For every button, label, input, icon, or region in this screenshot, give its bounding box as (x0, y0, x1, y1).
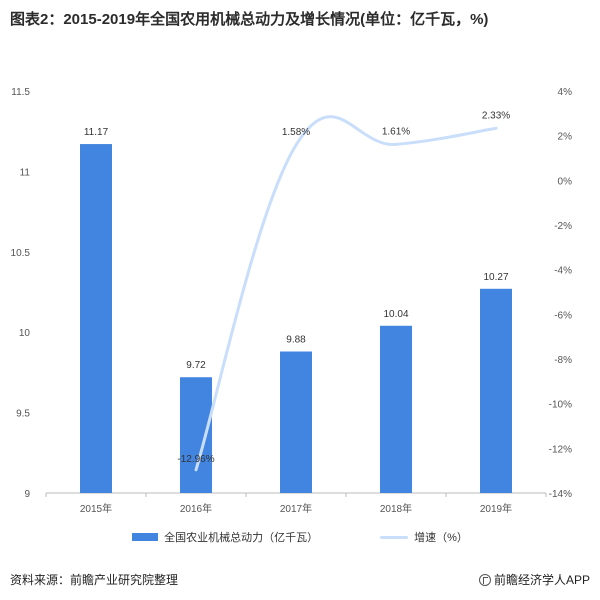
y-right-tick-label: 4% (558, 87, 573, 98)
y-left-tick-label: 10 (19, 328, 31, 339)
growth-line (194, 115, 498, 472)
growth-value-label: 1.61% (382, 126, 410, 137)
bar-value-label: 11.17 (84, 127, 109, 138)
y-left-tick-label: 10.5 (11, 248, 31, 259)
legend-swatch-bar (132, 533, 159, 541)
bar-value-label: 9.72 (186, 360, 206, 371)
growth-value-label: 2.33% (482, 110, 510, 121)
legend-item-line: 增速（%） (380, 529, 468, 545)
y-left-tick-label: 11 (20, 167, 31, 178)
y-right-tick-label: 2% (558, 132, 573, 143)
y-left-tick-label: 9 (24, 489, 30, 500)
y-right-tick-label: -8% (554, 355, 572, 366)
x-tick-label: 2018年 (380, 502, 412, 515)
y-right-tick-label: 0% (558, 176, 573, 187)
brand-name: 前瞻经济学人APP (493, 573, 590, 587)
y-right-tick-label: -6% (554, 310, 572, 321)
growth-value-label: -12.96% (177, 454, 214, 465)
chart-title: 图表2：2015-2019年全国农用机械总动力及增长情况(单位：亿千瓦，%) (10, 11, 489, 28)
brand-logo-icon (478, 573, 491, 586)
bar (280, 351, 312, 493)
y-right-tick-label: -2% (554, 221, 572, 232)
y-right-tick-label: -14% (549, 489, 572, 500)
bar (480, 288, 512, 493)
legend-label-bar: 全国农业机械总动力（亿千瓦） (164, 532, 319, 544)
x-tick-label: 2017年 (280, 502, 312, 515)
y-right-tick-label: -4% (554, 266, 572, 277)
source-note: 资料来源：前瞻产业研究院整理 (10, 573, 179, 587)
legend-label-line: 增速（%） (414, 532, 468, 544)
y-right-tick-label: -10% (549, 400, 572, 411)
x-tick-label: 2015年 (80, 502, 112, 515)
y-left-tick-label: 9.5 (16, 409, 30, 420)
legend: 全国农业机械总动力（亿千瓦） 增速（%） (0, 526, 600, 548)
bar-value-label: 9.88 (286, 334, 306, 345)
growth-value-label: 1.58% (282, 127, 310, 138)
x-tick-label: 2019年 (480, 502, 512, 515)
bar (180, 377, 212, 493)
brand-credit: 前瞻经济学人APP (478, 571, 590, 588)
y-right-tick-label: -12% (549, 444, 572, 455)
y-left-tick-label: 11.5 (11, 87, 30, 98)
bar (380, 325, 412, 493)
bar (80, 144, 112, 493)
x-tick-label: 2016年 (180, 502, 212, 515)
bar-value-label: 10.04 (383, 309, 408, 320)
legend-item-bar: 全国农业机械总动力（亿千瓦） (132, 529, 318, 545)
legend-swatch-line (380, 535, 409, 539)
bar-value-label: 10.27 (483, 272, 508, 283)
